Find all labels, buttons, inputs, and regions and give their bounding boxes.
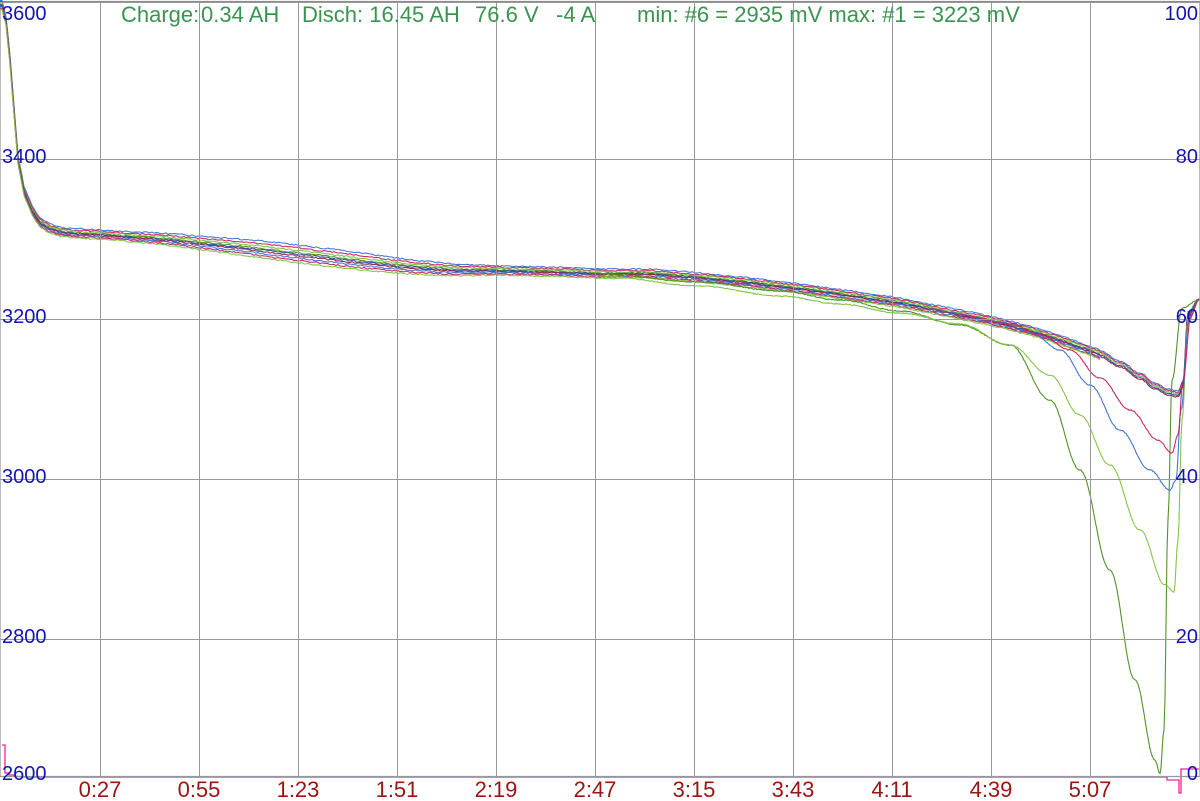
svg-text:0:27: 0:27 xyxy=(79,777,122,801)
svg-text:100: 100 xyxy=(1165,3,1198,25)
svg-text:3:15: 3:15 xyxy=(673,777,716,801)
svg-text:2:47: 2:47 xyxy=(574,777,617,801)
svg-text:2600: 2600 xyxy=(2,763,47,785)
svg-text:3200: 3200 xyxy=(2,306,47,328)
svg-text:1:51: 1:51 xyxy=(376,777,419,801)
svg-text:3400: 3400 xyxy=(2,146,47,168)
svg-text:2800: 2800 xyxy=(2,626,47,648)
svg-text:3000: 3000 xyxy=(2,466,47,488)
svg-text:80: 80 xyxy=(1176,146,1198,168)
svg-text:76.6 V: 76.6 V xyxy=(475,2,539,27)
svg-text:1:23: 1:23 xyxy=(277,777,320,801)
svg-text:2:19: 2:19 xyxy=(475,777,518,801)
svg-text:min: #6 = 2935 mV max: #1 = 32: min: #6 = 2935 mV max: #1 = 3223 mV xyxy=(637,2,1020,27)
svg-text:0.34 AH: 0.34 AH xyxy=(201,2,279,27)
svg-text:60: 60 xyxy=(1176,306,1198,328)
svg-text:4:11: 4:11 xyxy=(871,777,912,801)
svg-text:3:43: 3:43 xyxy=(772,777,815,801)
svg-text:3600: 3600 xyxy=(2,3,47,25)
svg-text:5:07: 5:07 xyxy=(1069,777,1112,801)
svg-text:Disch: 16.45 AH: Disch: 16.45 AH xyxy=(302,2,460,27)
svg-text:Charge:: Charge: xyxy=(121,2,199,27)
svg-text:4:39: 4:39 xyxy=(970,777,1013,801)
svg-text:40: 40 xyxy=(1176,466,1198,488)
svg-text:-4 A: -4 A xyxy=(556,2,595,27)
svg-text:0:55: 0:55 xyxy=(178,777,221,801)
svg-text:0: 0 xyxy=(1187,763,1198,785)
svg-text:20: 20 xyxy=(1176,626,1198,648)
